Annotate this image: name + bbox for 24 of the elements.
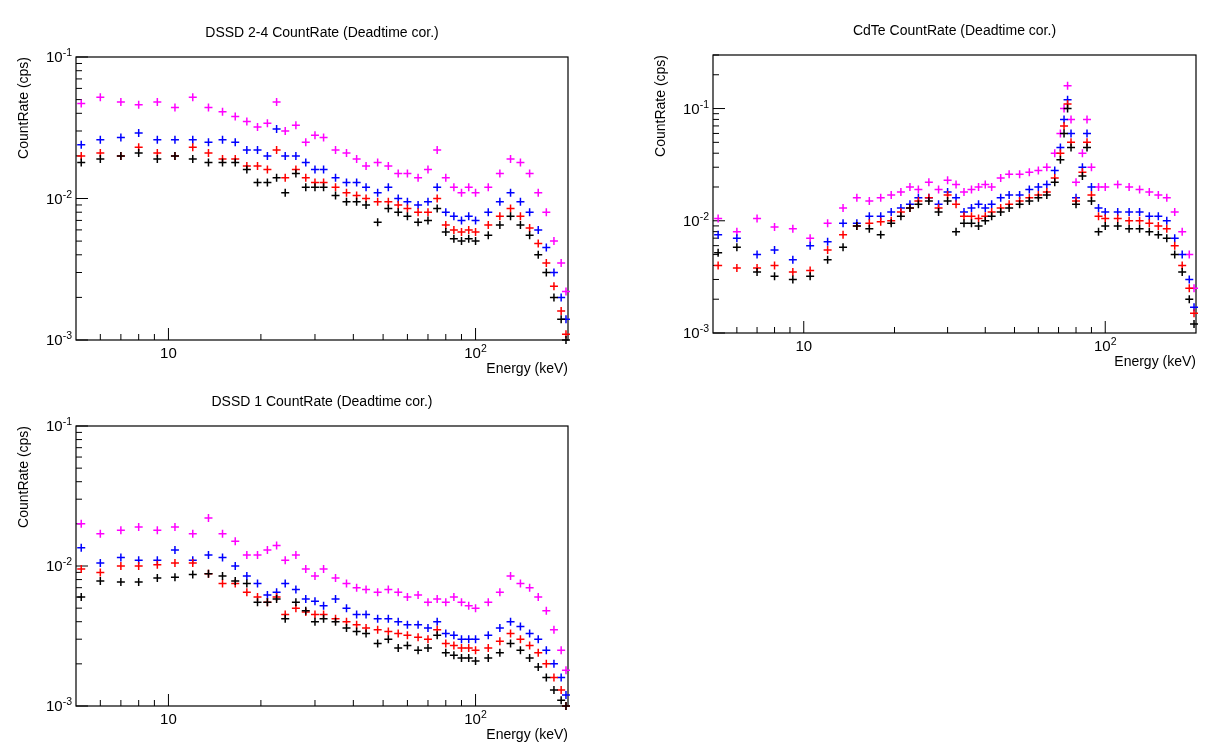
chart-title: DSSD 2-4 CountRate (Deadtime cor.) (205, 24, 439, 40)
y-axis-title: CountRate (cps) (15, 57, 31, 159)
x-tick-label: 10$^{2}$ (464, 708, 487, 727)
y-tick-label: 10$^{-3}$ (45, 329, 73, 348)
y-tick-label: 10$^{-2}$ (45, 555, 73, 574)
x-tick-label: 10 (160, 710, 177, 727)
chart-title: DSSD 1 CountRate (Deadtime cor.) (211, 393, 433, 409)
x-tick-label: 10 (160, 344, 177, 361)
y-tick-label: 10$^{-3}$ (682, 322, 710, 341)
y-axis-title: CountRate (cps) (15, 426, 31, 528)
y-tick-label: 10$^{-1}$ (45, 415, 73, 434)
x-axis-title: Energy (keV) (486, 360, 568, 376)
x-axis-title: Energy (keV) (1114, 353, 1196, 369)
y-tick-label: 10$^{-3}$ (45, 695, 73, 714)
x-tick-label: 10$^{2}$ (464, 342, 487, 361)
y-axis-title: CountRate (cps) (652, 55, 668, 157)
x-tick-label: 10 (795, 337, 813, 354)
y-tick-label: 10$^{-2}$ (45, 187, 73, 207)
chart-title: CdTe CountRate (Deadtime cor.) (852, 22, 1057, 38)
x-tick-label: 10$^{2}$ (1093, 335, 1117, 354)
y-tick-label: 10$^{-2}$ (682, 209, 710, 229)
x-axis-title: Energy (keV) (486, 726, 568, 742)
y-tick-label: 10$^{-1}$ (682, 97, 710, 117)
y-tick-label: 10$^{-1}$ (45, 46, 73, 65)
